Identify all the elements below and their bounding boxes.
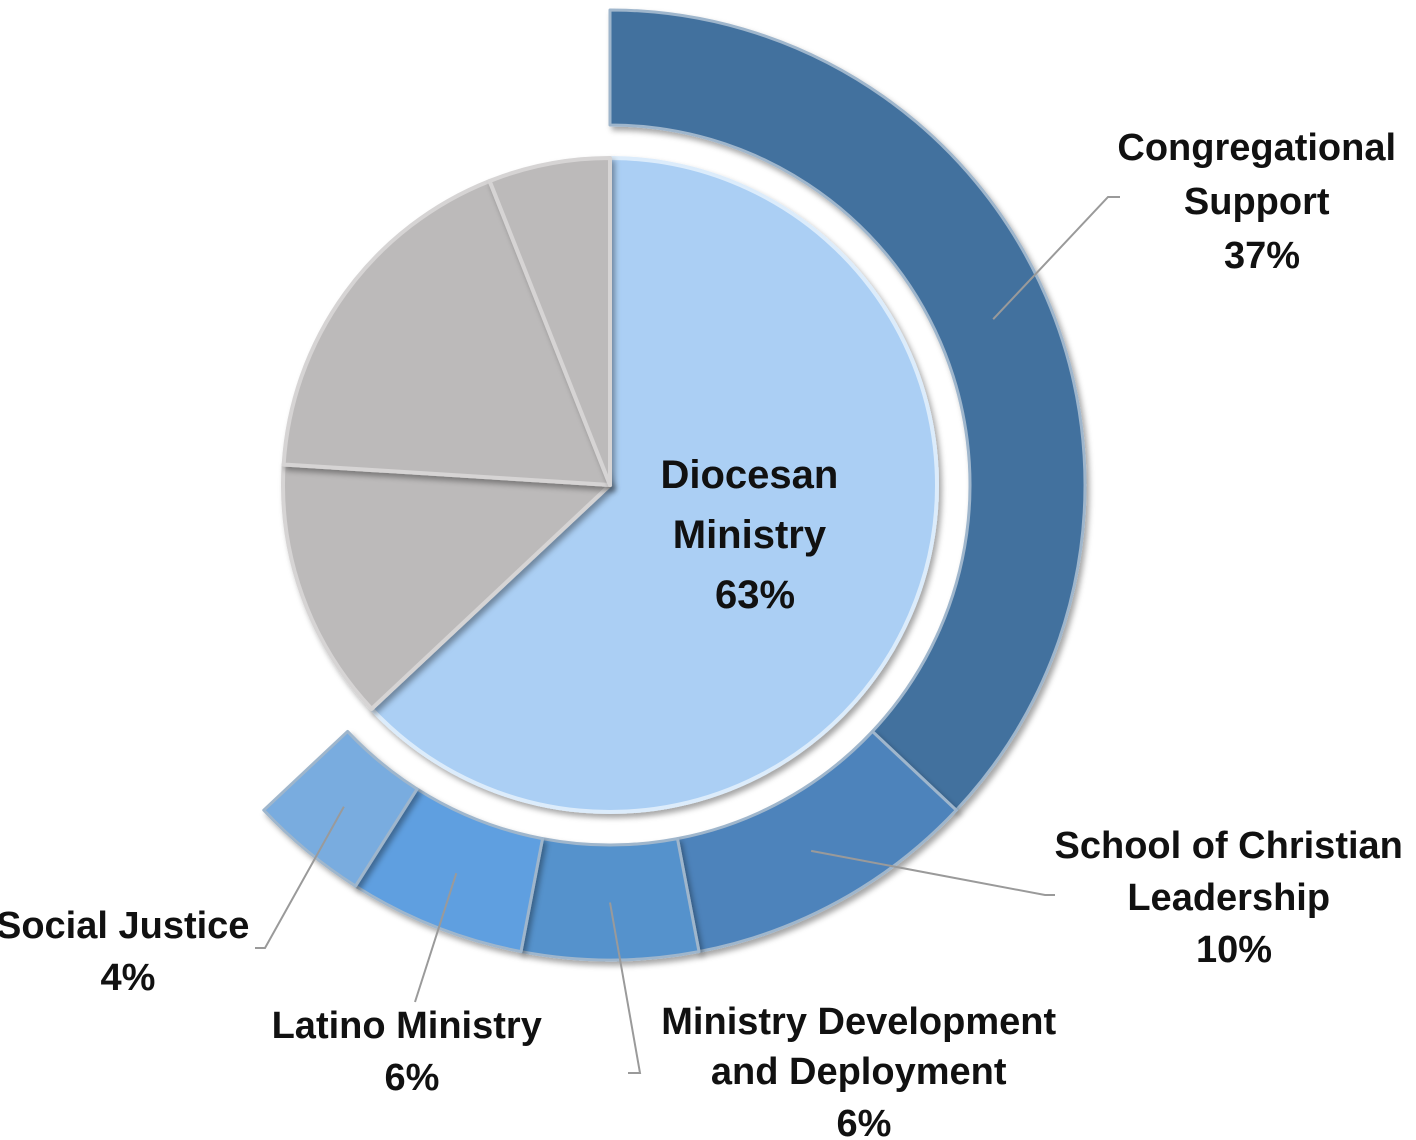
label-ministry-development-line1: Ministry Development bbox=[661, 1001, 1056, 1043]
leader-line-social-justice bbox=[255, 806, 345, 949]
leader-lines bbox=[255, 196, 1120, 1074]
label-diocesan-ministry: Diocesan Ministry 63% bbox=[661, 453, 850, 617]
label-ministry-development: Ministry Development and Deployment 6% bbox=[661, 1001, 1066, 1140]
label-social-justice-pct: 4% bbox=[101, 957, 156, 999]
pie-slice-unlabeled-1 bbox=[281, 462, 612, 711]
label-congregational-support: Congregational Support 37% bbox=[1117, 127, 1406, 277]
pie-slice-unlabeled-3 bbox=[487, 156, 612, 487]
label-diocesan-ministry-line1: Diocesan bbox=[661, 453, 839, 497]
label-ministry-development-line2: and Deployment bbox=[711, 1051, 1007, 1093]
leader-line-congregational-support bbox=[992, 196, 1120, 320]
label-latino-ministry-pct: 6% bbox=[385, 1057, 440, 1099]
ring-segment-congregational-support bbox=[608, 8, 1087, 812]
label-social-justice: Social Justice 4% bbox=[0, 905, 260, 999]
label-diocesan-ministry-line2: Ministry bbox=[673, 513, 827, 557]
label-school-line1: School of Christian bbox=[1055, 825, 1403, 867]
outer-ring-segments bbox=[262, 8, 1087, 962]
leader-line-latino-ministry bbox=[414, 872, 458, 1003]
pie-slice-diocesan-ministry bbox=[369, 156, 939, 814]
ring-segment-ministry-development-and-deployment bbox=[519, 837, 701, 962]
label-latino-ministry: Latino Ministry 6% bbox=[272, 1005, 553, 1099]
label-congregational-support-pct: 37% bbox=[1224, 235, 1300, 277]
label-social-justice-line1: Social Justice bbox=[0, 905, 249, 947]
label-ministry-development-pct: 6% bbox=[837, 1103, 892, 1140]
pie-slice-unlabeled-2 bbox=[281, 178, 612, 487]
label-school-line2: Leadership bbox=[1127, 877, 1330, 919]
label-congregational-support-line2: Support bbox=[1184, 181, 1330, 223]
label-latino-ministry-line1: Latino Ministry bbox=[272, 1005, 542, 1047]
label-school-pct: 10% bbox=[1196, 929, 1272, 971]
main-pie-slices bbox=[281, 156, 939, 814]
leader-line-ministry-development-and-deployment bbox=[609, 902, 642, 1074]
leader-line-school-of-christian-leadership bbox=[810, 849, 1055, 896]
label-diocesan-ministry-pct: 63% bbox=[715, 573, 795, 617]
label-school-of-christian-leadership: School of Christian Leadership 10% bbox=[1055, 825, 1414, 971]
slice-labels: Diocesan Ministry 63% Congregational Sup… bbox=[0, 127, 1414, 1140]
ring-segment-social-justice bbox=[262, 729, 419, 888]
label-congregational-support-line1: Congregational bbox=[1117, 127, 1396, 169]
